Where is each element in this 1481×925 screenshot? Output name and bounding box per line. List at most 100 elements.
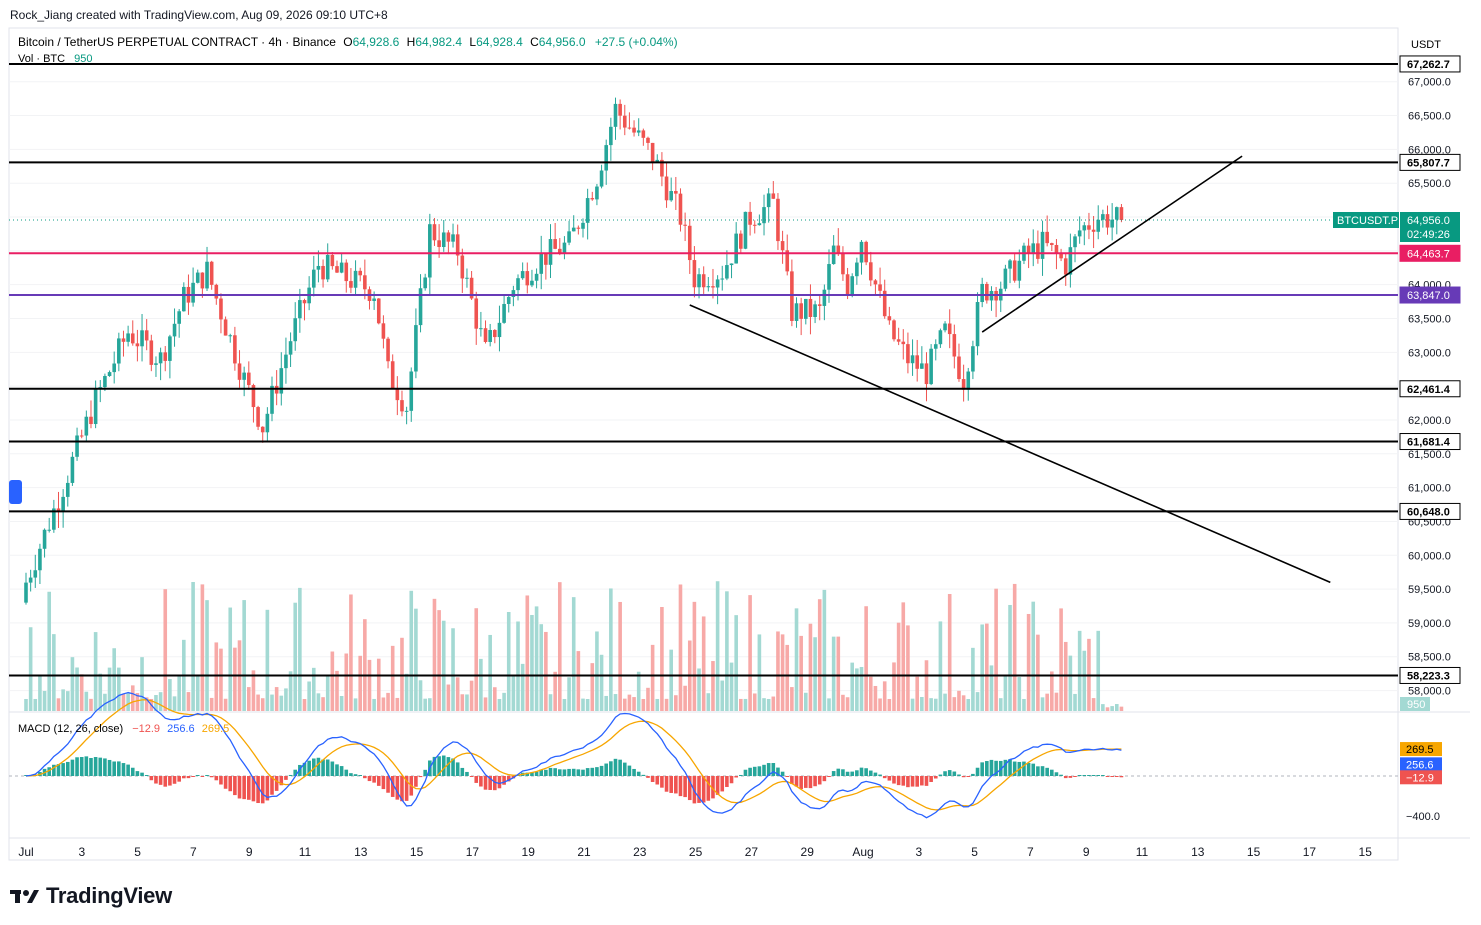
scroll-handle[interactable]: [9, 480, 22, 504]
volume-bar: [270, 694, 274, 711]
volume-bar: [330, 651, 335, 711]
horizontal-levels[interactable]: [9, 62, 1398, 677]
level-price-tag[interactable]: [1399, 666, 1461, 684]
time-tick-label: 15: [410, 845, 424, 859]
volume-bar: [42, 690, 47, 711]
volume-bar: [311, 667, 316, 711]
macd-hist-bar: [646, 776, 650, 778]
trendline[interactable]: [981, 155, 1243, 333]
volume-bar: [1026, 613, 1031, 711]
candle-body: [404, 410, 409, 412]
volume-bar: [205, 600, 209, 711]
volume-bar: [172, 696, 177, 711]
level-price-tag[interactable]: [1399, 380, 1461, 398]
macd-hist-bar: [1105, 776, 1110, 777]
macd-hist-bar: [817, 776, 822, 785]
level-price-tag[interactable]: [1399, 153, 1461, 171]
volume-bar: [664, 698, 669, 711]
candle-body: [557, 248, 562, 254]
candle-body: [279, 368, 284, 394]
ticker-tag[interactable]: [1333, 212, 1399, 228]
macd-hist-bar: [353, 774, 358, 776]
macd-hist-tag[interactable]: [1400, 770, 1442, 785]
volume-bar: [1036, 634, 1040, 711]
macd-hist-bar: [794, 776, 799, 787]
volume-bar: [576, 651, 581, 711]
price-axis[interactable]: 58,000.0 58,500.0 59,000.0 59,500.0 60,000.0…: [1333, 55, 1461, 823]
macd-hist-bar: [390, 776, 395, 797]
volume-bar: [502, 692, 506, 711]
candle-body: [650, 142, 655, 163]
candle-body: [831, 245, 836, 265]
candle-body: [316, 265, 321, 270]
macd-hist-bar: [140, 772, 144, 776]
macd-hist-bar: [971, 773, 975, 776]
candle-body: [42, 529, 47, 549]
macd-hist-bar: [418, 776, 423, 778]
candle-body: [460, 255, 465, 279]
macd-hist-bar: [595, 767, 599, 776]
candle-body: [576, 227, 581, 229]
macd-hist-bar: [915, 776, 919, 787]
volume-bar: [93, 632, 98, 711]
macd-hist-bar: [209, 776, 214, 778]
macd-signal-tag[interactable]: [1400, 742, 1442, 757]
macd-hist-bar: [729, 776, 734, 784]
trendline[interactable]: [689, 304, 1331, 584]
volume-bar: [191, 582, 195, 711]
volume-bar: [910, 698, 915, 711]
candle-body: [1077, 230, 1082, 237]
candle-body: [534, 273, 539, 281]
volume-bar: [140, 657, 144, 711]
macd-hist-bar: [590, 767, 595, 776]
current-price-tag[interactable]: [1400, 212, 1460, 242]
macd-hist-bar: [544, 769, 548, 776]
candle-body: [943, 323, 947, 331]
level-price-tag[interactable]: [1399, 55, 1461, 73]
volume-bar: [943, 693, 947, 711]
volume-bar: [674, 695, 678, 711]
volume-bar: [692, 601, 697, 711]
trendlines[interactable]: [689, 155, 1331, 584]
macd-hist-bar: [887, 776, 892, 781]
level-price-tag[interactable]: [1399, 433, 1461, 451]
gridlines: [9, 81, 1398, 692]
macd-hist-bar: [701, 776, 706, 803]
candle-body: [154, 363, 158, 365]
volume-bar: [219, 648, 223, 711]
volume-bar: [418, 680, 423, 711]
tradingview-logo[interactable]: TradingView: [10, 883, 172, 909]
candle-body: [1036, 243, 1040, 259]
volume-bar: [307, 681, 311, 711]
volume-bar: [757, 634, 762, 711]
level-price-tag[interactable]: [1399, 502, 1461, 520]
macd-hist-bar: [177, 776, 181, 782]
volume-bar: [1114, 704, 1119, 711]
macd-hist-bar: [980, 762, 984, 776]
volume-bar: [636, 671, 641, 711]
volume-bar: [144, 697, 149, 711]
time-axis[interactable]: Jul 3 5 7 9 11 13 15 17 19 21 23 25 27 29 Aug 3 5 7 9 11 13 15…: [18, 845, 1372, 859]
macd-hist-bar: [873, 772, 878, 776]
macd-hist-bar: [279, 776, 284, 786]
macd-hist-bar: [822, 776, 827, 782]
candle-body: [525, 271, 530, 286]
macd-hist-bar: [228, 776, 233, 792]
price-tick-label: 67,000.0: [1408, 77, 1451, 89]
volume-bar: [822, 589, 827, 711]
svg-text:Vol · BTC 950: Vol · BTC 950: [18, 53, 93, 65]
candle-body: [1031, 243, 1036, 254]
level-price-tag[interactable]: [1399, 244, 1461, 262]
candle-body: [302, 300, 307, 304]
candle-body: [233, 335, 237, 364]
volume-bar: [52, 634, 56, 711]
level-price-tag[interactable]: [1399, 286, 1461, 304]
macd-hist-bar: [130, 767, 135, 776]
currency-label[interactable]: USDT: [1411, 39, 1441, 51]
volume-tag[interactable]: [1400, 697, 1430, 711]
volume-bar: [952, 697, 957, 711]
macd-hist-bar: [841, 769, 845, 776]
macd-hist-bar: [135, 771, 140, 776]
macd-line-tag[interactable]: [1400, 757, 1442, 772]
